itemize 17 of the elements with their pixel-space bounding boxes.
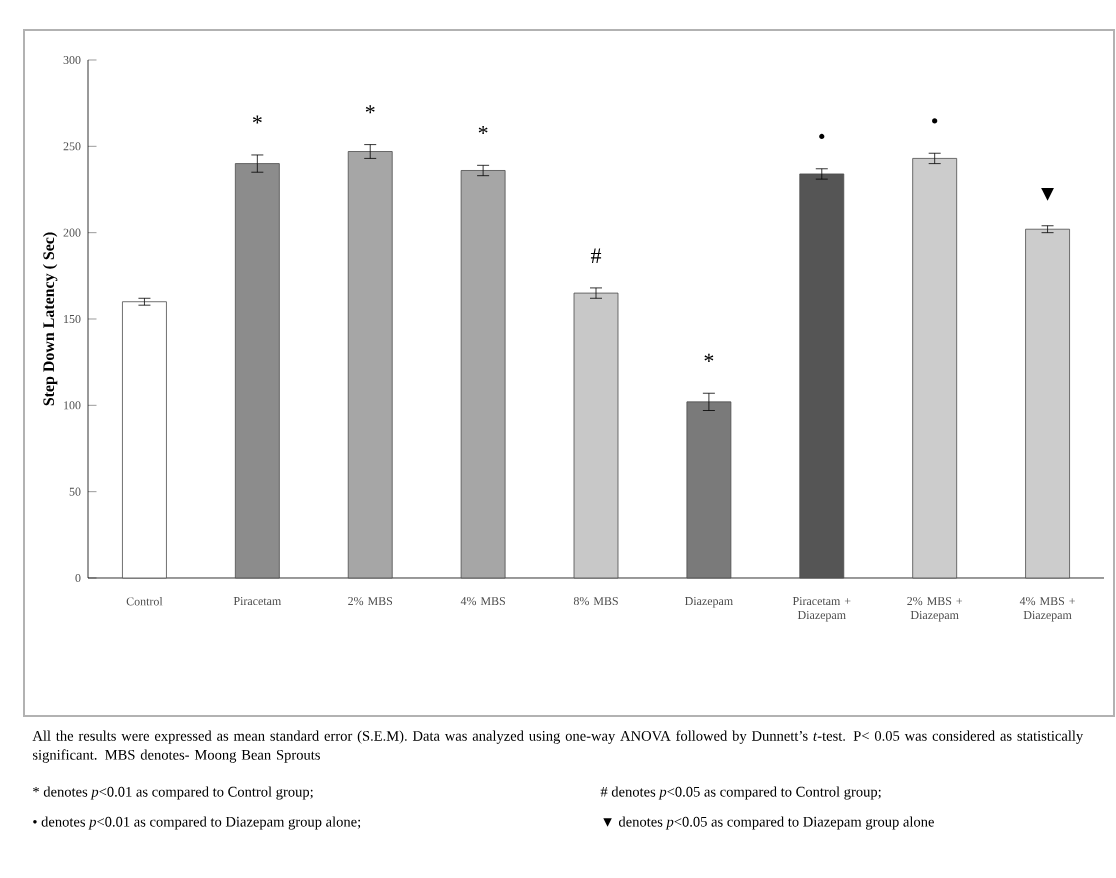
annotation: ▼: [1041, 187, 1054, 201]
annotation: *: [704, 353, 714, 362]
bar: [122, 301, 167, 579]
annotation: *: [252, 115, 262, 124]
bar: [234, 163, 280, 579]
annotation: •: [819, 133, 825, 140]
annotation: *: [365, 105, 375, 114]
bar: [460, 170, 506, 579]
annotation: •: [932, 118, 938, 124]
annotation: #: [590, 248, 602, 263]
annotation: *: [478, 125, 488, 134]
bar: [1025, 228, 1070, 579]
bar: [573, 292, 619, 579]
bar: [686, 401, 732, 579]
bar: [347, 151, 393, 579]
bar: [912, 158, 958, 579]
bar: [799, 173, 845, 579]
